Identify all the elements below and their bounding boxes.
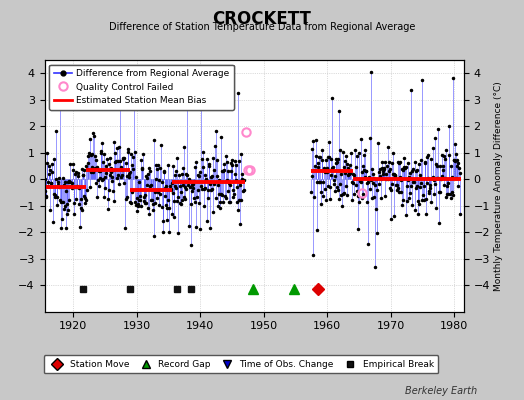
Text: CROCKETT: CROCKETT — [213, 10, 311, 28]
Legend: Difference from Regional Average, Quality Control Failed, Estimated Station Mean: Difference from Regional Average, Qualit… — [49, 64, 234, 110]
Legend: Station Move, Record Gap, Time of Obs. Change, Empirical Break: Station Move, Record Gap, Time of Obs. C… — [43, 356, 439, 374]
Text: Berkeley Earth: Berkeley Earth — [405, 386, 477, 396]
Text: Difference of Station Temperature Data from Regional Average: Difference of Station Temperature Data f… — [109, 22, 415, 32]
Y-axis label: Monthly Temperature Anomaly Difference (°C): Monthly Temperature Anomaly Difference (… — [494, 81, 503, 291]
